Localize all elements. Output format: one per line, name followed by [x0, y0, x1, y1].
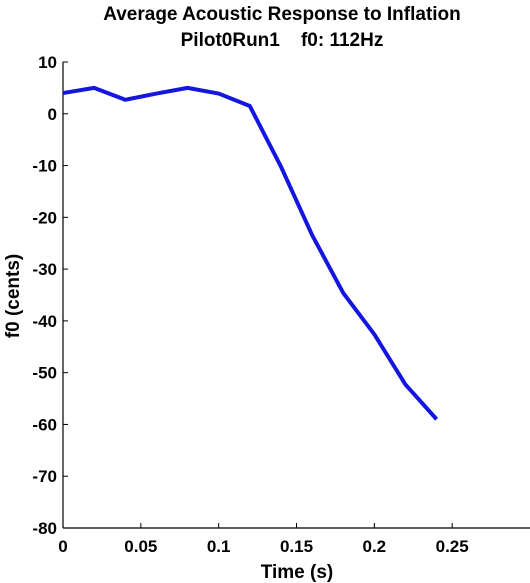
y-tick-label: -80	[32, 519, 57, 538]
y-tick-label: -20	[32, 208, 57, 227]
series-layer	[63, 88, 437, 419]
x-tick-label: 0.2	[363, 537, 387, 556]
x-axis-label: Time (s)	[261, 562, 334, 583]
y-tick-label: -10	[32, 157, 57, 176]
y-tick-label: -30	[32, 260, 57, 279]
x-tick-label: 0.05	[124, 537, 157, 556]
x-tick-label: 0.1	[207, 537, 231, 556]
plot-frame	[63, 62, 530, 528]
y-tick-label: 10	[38, 53, 57, 72]
x-tick-label: 0	[58, 537, 67, 556]
y-tick-label: 0	[48, 105, 57, 124]
y-tick-label: -60	[32, 415, 57, 434]
x-tick-label: 0.25	[436, 537, 469, 556]
series-line	[63, 88, 437, 419]
y-tick-label: -40	[32, 312, 57, 331]
chart-title: Average Acoustic Response to Inflation	[103, 4, 461, 25]
y-tick-label: -70	[32, 467, 57, 486]
y-tick-label: -50	[32, 364, 57, 383]
y-axis-label: f0 (cents)	[3, 254, 24, 338]
x-tick-label: 0.15	[280, 537, 313, 556]
chart-subtitle: Pilot0Run1 f0: 112Hz	[181, 30, 384, 51]
